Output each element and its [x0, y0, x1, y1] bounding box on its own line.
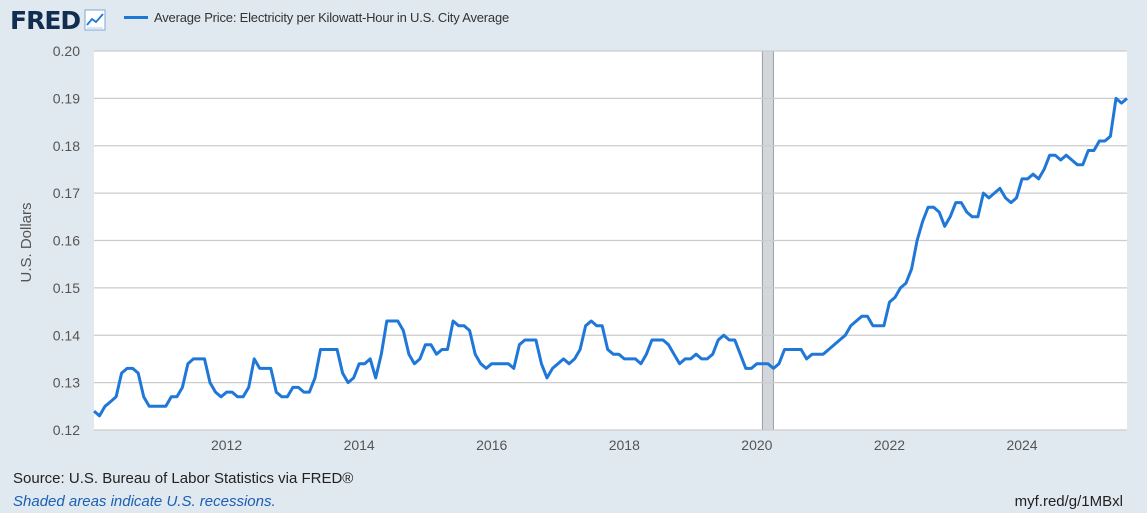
- legend-series-label: Average Price: Electricity per Kilowatt-…: [154, 10, 509, 25]
- fred-logo-text: FRED: [10, 5, 81, 35]
- source-note: Source: U.S. Bureau of Labor Statistics …: [13, 470, 354, 487]
- y-tick-label: 0.14: [53, 327, 80, 343]
- x-tick-label: 2012: [211, 437, 242, 453]
- line-chart-icon: [84, 9, 106, 31]
- x-tick-label: 2014: [344, 437, 375, 453]
- series-line-group: [93, 96, 1128, 418]
- y-tick-label: 0.18: [53, 138, 80, 154]
- y-tick-label: 0.19: [53, 90, 80, 106]
- x-tick-label: 2024: [1006, 437, 1037, 453]
- y-tick-label: 0.12: [53, 422, 80, 438]
- fred-logo[interactable]: FRED: [10, 6, 106, 34]
- y-tick-label: 0.16: [53, 233, 80, 249]
- y-axis-label: U.S. Dollars: [18, 202, 35, 282]
- short-url-link[interactable]: myf.red/g/1MBxl: [1014, 493, 1123, 510]
- x-tick-label: 2016: [476, 437, 507, 453]
- x-tick-label: 2020: [741, 437, 772, 453]
- y-tick-label: 0.13: [53, 375, 80, 391]
- x-tick-labels-group: 2012 2014 2016 2018 2020 2022 2024: [211, 437, 1038, 453]
- chart-legend: Average Price: Electricity per Kilowatt-…: [124, 10, 509, 25]
- y-tick-label: 0.15: [53, 280, 80, 296]
- y-tick-label: 0.20: [53, 43, 80, 59]
- y-tick-labels-group: 0.12 0.13 0.14 0.15 0.16 0.17 0.18 0.19 0.20: [53, 43, 80, 438]
- legend-swatch: [124, 16, 148, 19]
- recession-note: Shaded areas indicate U.S. recessions.: [13, 493, 276, 510]
- gridlines-group: [94, 50, 1127, 431]
- x-tick-label: 2022: [874, 437, 905, 453]
- series-line: [93, 96, 1128, 418]
- x-tick-label: 2018: [609, 437, 640, 453]
- y-tick-label: 0.17: [53, 185, 80, 201]
